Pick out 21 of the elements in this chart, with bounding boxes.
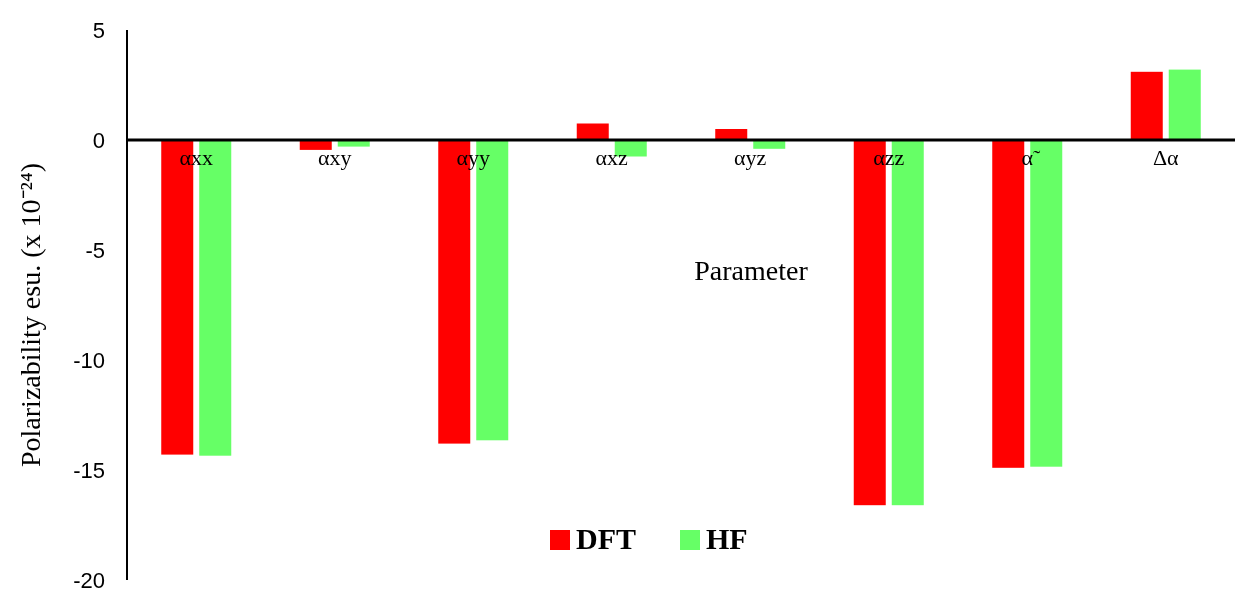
y-tick-label: 0 [92,127,105,153]
y-tick-label: -20 [73,567,105,593]
y-tick-label: -5 [85,237,105,263]
y-tick-label: 5 [92,17,105,43]
x-tick-label: Δα [1152,145,1180,170]
x-tick-label: αxz [595,145,629,170]
x-tick-label: αyy [456,145,491,170]
bar [1168,69,1201,140]
x-tick-label: αxy [317,145,352,170]
x-axis-title: Parameter [694,255,809,286]
x-tick-label: αxx [179,145,214,170]
bar [715,129,748,140]
bar [576,123,609,140]
y-axis-title: Polarizability esu. (x 10⁻²⁴) [15,163,46,467]
legend-label: DFT [576,522,636,555]
x-tick-label: αyz [734,145,767,170]
legend-label: HF [706,522,748,555]
y-tick-label: -10 [73,347,105,373]
y-tick-label: -15 [73,457,105,483]
x-tick-label: αzz [873,145,905,170]
bar [1130,71,1163,140]
